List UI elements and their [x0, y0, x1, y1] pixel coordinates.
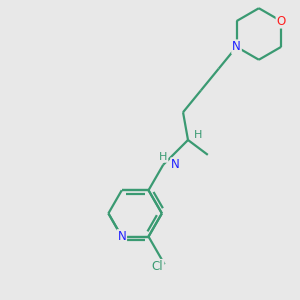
- Text: N: N: [171, 158, 180, 171]
- Text: H: H: [194, 130, 202, 140]
- Text: N: N: [117, 230, 126, 243]
- Text: H: H: [159, 152, 167, 162]
- Text: O: O: [277, 15, 286, 28]
- Text: Cl: Cl: [152, 260, 164, 273]
- Text: N: N: [232, 40, 241, 53]
